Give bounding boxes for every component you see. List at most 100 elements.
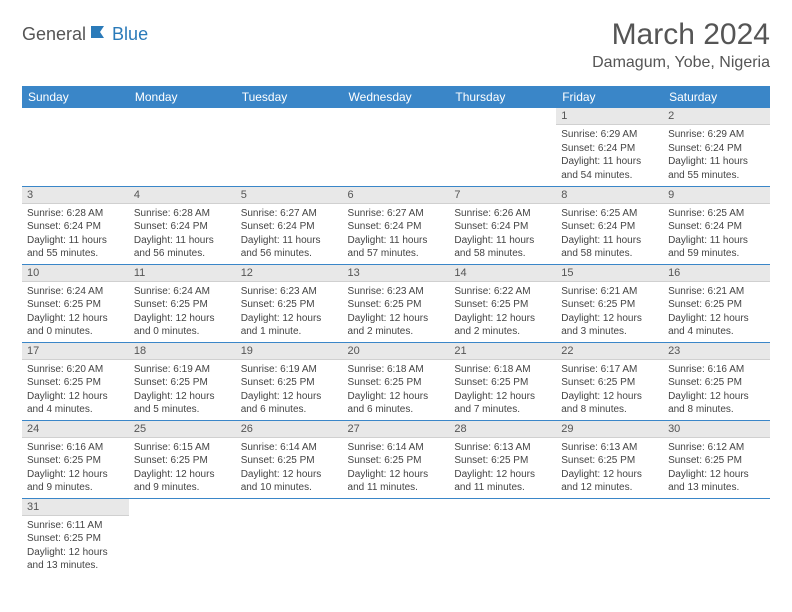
daylight-text: Daylight: 11 hours and 56 minutes.	[241, 234, 338, 261]
day-number: 11	[129, 265, 236, 282]
calendar-day-cell: 27Sunrise: 6:14 AMSunset: 6:25 PMDayligh…	[343, 420, 450, 498]
sunrise-text: Sunrise: 6:27 AM	[348, 207, 445, 221]
sunrise-text: Sunrise: 6:20 AM	[27, 363, 124, 377]
day-content: Sunrise: 6:29 AMSunset: 6:24 PMDaylight:…	[556, 125, 663, 185]
day-number: 20	[343, 343, 450, 360]
day-number: 12	[236, 265, 343, 282]
day-header: Saturday	[663, 86, 770, 108]
sunset-text: Sunset: 6:25 PM	[668, 454, 765, 468]
day-number: 24	[22, 421, 129, 438]
calendar-day-cell: 19Sunrise: 6:19 AMSunset: 6:25 PMDayligh…	[236, 342, 343, 420]
calendar-day-cell: 2Sunrise: 6:29 AMSunset: 6:24 PMDaylight…	[663, 108, 770, 186]
sunset-text: Sunset: 6:24 PM	[348, 220, 445, 234]
sunrise-text: Sunrise: 6:21 AM	[668, 285, 765, 299]
sunset-text: Sunset: 6:25 PM	[348, 376, 445, 390]
day-number: 28	[449, 421, 556, 438]
calendar-day-cell: 6Sunrise: 6:27 AMSunset: 6:24 PMDaylight…	[343, 186, 450, 264]
sunset-text: Sunset: 6:25 PM	[241, 454, 338, 468]
day-header: Wednesday	[343, 86, 450, 108]
day-number: 16	[663, 265, 770, 282]
daylight-text: Daylight: 12 hours and 9 minutes.	[27, 468, 124, 495]
calendar-day-cell: 21Sunrise: 6:18 AMSunset: 6:25 PMDayligh…	[449, 342, 556, 420]
day-content: Sunrise: 6:21 AMSunset: 6:25 PMDaylight:…	[663, 282, 770, 342]
title-block: March 2024 Damagum, Yobe, Nigeria	[592, 18, 770, 72]
day-content: Sunrise: 6:22 AMSunset: 6:25 PMDaylight:…	[449, 282, 556, 342]
sunset-text: Sunset: 6:24 PM	[27, 220, 124, 234]
calendar-day-cell: ..	[663, 498, 770, 576]
sunset-text: Sunset: 6:25 PM	[561, 454, 658, 468]
calendar-day-cell: ..	[449, 498, 556, 576]
day-number: 22	[556, 343, 663, 360]
day-content: Sunrise: 6:28 AMSunset: 6:24 PMDaylight:…	[129, 204, 236, 264]
daylight-text: Daylight: 11 hours and 55 minutes.	[27, 234, 124, 261]
daylight-text: Daylight: 12 hours and 3 minutes.	[561, 312, 658, 339]
sunrise-text: Sunrise: 6:28 AM	[134, 207, 231, 221]
daylight-text: Daylight: 11 hours and 55 minutes.	[668, 155, 765, 182]
sunrise-text: Sunrise: 6:21 AM	[561, 285, 658, 299]
day-number: 19	[236, 343, 343, 360]
calendar-day-cell: 25Sunrise: 6:15 AMSunset: 6:25 PMDayligh…	[129, 420, 236, 498]
sunrise-text: Sunrise: 6:19 AM	[241, 363, 338, 377]
calendar-body: ..........1Sunrise: 6:29 AMSunset: 6:24 …	[22, 108, 770, 576]
day-content: Sunrise: 6:16 AMSunset: 6:25 PMDaylight:…	[663, 360, 770, 420]
sunset-text: Sunset: 6:25 PM	[454, 376, 551, 390]
sunset-text: Sunset: 6:25 PM	[134, 376, 231, 390]
sunset-text: Sunset: 6:25 PM	[241, 376, 338, 390]
calendar-day-cell: 9Sunrise: 6:25 AMSunset: 6:24 PMDaylight…	[663, 186, 770, 264]
day-number: 31	[22, 499, 129, 516]
sunset-text: Sunset: 6:25 PM	[241, 298, 338, 312]
sunrise-text: Sunrise: 6:13 AM	[561, 441, 658, 455]
sunset-text: Sunset: 6:25 PM	[454, 454, 551, 468]
sunset-text: Sunset: 6:25 PM	[134, 298, 231, 312]
sunset-text: Sunset: 6:25 PM	[561, 376, 658, 390]
sunrise-text: Sunrise: 6:23 AM	[348, 285, 445, 299]
daylight-text: Daylight: 12 hours and 0 minutes.	[27, 312, 124, 339]
sunrise-text: Sunrise: 6:29 AM	[668, 128, 765, 142]
day-content: Sunrise: 6:21 AMSunset: 6:25 PMDaylight:…	[556, 282, 663, 342]
day-content: Sunrise: 6:19 AMSunset: 6:25 PMDaylight:…	[236, 360, 343, 420]
day-content: Sunrise: 6:28 AMSunset: 6:24 PMDaylight:…	[22, 204, 129, 264]
logo-text-general: General	[22, 24, 86, 45]
day-header: Monday	[129, 86, 236, 108]
daylight-text: Daylight: 11 hours and 58 minutes.	[454, 234, 551, 261]
day-header: Tuesday	[236, 86, 343, 108]
day-content: Sunrise: 6:23 AMSunset: 6:25 PMDaylight:…	[343, 282, 450, 342]
sunset-text: Sunset: 6:24 PM	[561, 142, 658, 156]
calendar-day-cell: 12Sunrise: 6:23 AMSunset: 6:25 PMDayligh…	[236, 264, 343, 342]
calendar-week-row: 17Sunrise: 6:20 AMSunset: 6:25 PMDayligh…	[22, 342, 770, 420]
sunset-text: Sunset: 6:25 PM	[668, 376, 765, 390]
day-number: 10	[22, 265, 129, 282]
day-number: 6	[343, 187, 450, 204]
daylight-text: Daylight: 12 hours and 11 minutes.	[348, 468, 445, 495]
day-content: Sunrise: 6:20 AMSunset: 6:25 PMDaylight:…	[22, 360, 129, 420]
day-number: 7	[449, 187, 556, 204]
daylight-text: Daylight: 12 hours and 2 minutes.	[454, 312, 551, 339]
sunrise-text: Sunrise: 6:27 AM	[241, 207, 338, 221]
calendar-day-cell: 24Sunrise: 6:16 AMSunset: 6:25 PMDayligh…	[22, 420, 129, 498]
day-number: 25	[129, 421, 236, 438]
logo-flag-icon	[90, 24, 112, 45]
day-content: Sunrise: 6:27 AMSunset: 6:24 PMDaylight:…	[236, 204, 343, 264]
day-header: Thursday	[449, 86, 556, 108]
day-content: Sunrise: 6:14 AMSunset: 6:25 PMDaylight:…	[343, 438, 450, 498]
sunset-text: Sunset: 6:24 PM	[668, 142, 765, 156]
calendar-day-cell: 5Sunrise: 6:27 AMSunset: 6:24 PMDaylight…	[236, 186, 343, 264]
day-header: Friday	[556, 86, 663, 108]
daylight-text: Daylight: 12 hours and 11 minutes.	[454, 468, 551, 495]
calendar-day-cell: 13Sunrise: 6:23 AMSunset: 6:25 PMDayligh…	[343, 264, 450, 342]
sunrise-text: Sunrise: 6:18 AM	[454, 363, 551, 377]
calendar-table: SundayMondayTuesdayWednesdayThursdayFrid…	[22, 86, 770, 576]
day-number: 21	[449, 343, 556, 360]
day-number: 8	[556, 187, 663, 204]
sunset-text: Sunset: 6:24 PM	[241, 220, 338, 234]
sunset-text: Sunset: 6:25 PM	[348, 298, 445, 312]
daylight-text: Daylight: 12 hours and 0 minutes.	[134, 312, 231, 339]
location: Damagum, Yobe, Nigeria	[592, 54, 770, 72]
calendar-day-cell: 14Sunrise: 6:22 AMSunset: 6:25 PMDayligh…	[449, 264, 556, 342]
day-number: 3	[22, 187, 129, 204]
day-number: 14	[449, 265, 556, 282]
sunrise-text: Sunrise: 6:19 AM	[134, 363, 231, 377]
sunrise-text: Sunrise: 6:14 AM	[348, 441, 445, 455]
header: General Blue March 2024 Damagum, Yobe, N…	[22, 18, 770, 72]
sunrise-text: Sunrise: 6:29 AM	[561, 128, 658, 142]
